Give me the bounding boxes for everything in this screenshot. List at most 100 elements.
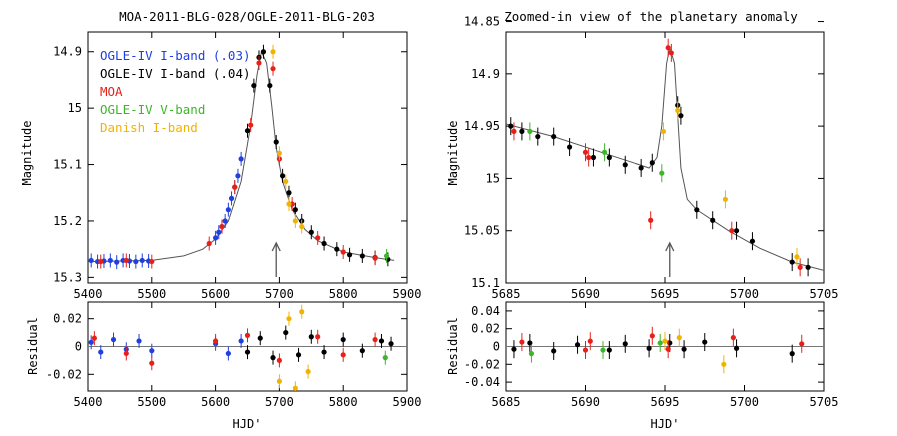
data-point <box>286 316 292 322</box>
data-point <box>279 173 286 179</box>
data-point <box>110 336 117 343</box>
data-point <box>276 357 282 364</box>
data-point <box>659 170 665 176</box>
data-point <box>382 355 388 361</box>
residual-left-xlabel: HJD' <box>233 417 262 431</box>
y-tick-label: 14.85 <box>464 15 500 29</box>
plot-frame <box>505 31 825 284</box>
data-point <box>295 352 302 358</box>
data-point <box>315 334 321 340</box>
data-point <box>340 249 346 255</box>
data-point <box>149 258 155 265</box>
data-point <box>649 333 655 339</box>
data-point <box>649 160 655 166</box>
legend: OGLE-IV I-band (.03) OGLE-IV I-band (.04)… <box>100 48 251 135</box>
x-tick-label: 5700 <box>730 395 759 409</box>
data-point <box>622 341 628 347</box>
data-point <box>98 258 104 265</box>
data-point <box>225 350 231 357</box>
data-point <box>676 335 682 341</box>
lightcurve-panel: MOA-2011-BLG-028/OGLE-2011-BLG-203 Magni… <box>20 9 421 301</box>
data-point <box>133 258 139 265</box>
residual-right-xlabel: HJD' <box>651 417 680 431</box>
data-point <box>213 235 219 241</box>
data-point <box>657 340 663 346</box>
y-tick-label: 15.1 <box>53 158 82 172</box>
data-point <box>286 190 292 196</box>
x-tick-label: 5600 <box>201 287 230 301</box>
data-point <box>675 107 681 114</box>
data-point <box>315 235 321 241</box>
data-point <box>805 264 811 270</box>
plot-area <box>88 304 407 391</box>
data-point <box>749 238 756 244</box>
data-point <box>665 45 671 51</box>
data-point <box>586 154 592 161</box>
zoom-ylabel: Magnitude <box>446 120 460 185</box>
residual-right-ylabel: Residual <box>446 317 460 375</box>
data-point <box>244 349 251 355</box>
data-point <box>678 113 684 119</box>
data-point <box>551 133 557 140</box>
data-point <box>660 128 667 134</box>
residual-panel-left: Residual HJD' 5400 5500 5600 5700 5800 5900 -0… <box>26 301 421 431</box>
x-tick-label: 5705 <box>810 395 839 409</box>
x-tick-label: 5705 <box>810 287 839 301</box>
data-point <box>149 348 155 354</box>
data-point <box>551 348 557 354</box>
data-point <box>600 347 606 353</box>
data-point <box>260 49 267 55</box>
data-point <box>334 246 340 252</box>
residual-panel-right: Residual HJD' 5685 5690 5695 5700 5705 -0.04 -… <box>446 301 839 431</box>
data-point <box>139 257 145 264</box>
data-point <box>527 128 533 134</box>
data-point <box>681 346 687 352</box>
data-point <box>606 154 612 161</box>
y-tick-label: -0.02 <box>46 367 82 381</box>
x-tick-label: 5695 <box>651 287 680 301</box>
legend-entry: OGLE-IV V-band <box>100 102 205 117</box>
data-point <box>622 162 628 168</box>
plot-frame <box>87 31 408 284</box>
y-tick-label: 14.9 <box>53 45 82 59</box>
data-point <box>702 339 708 345</box>
x-tick-label: 5685 <box>492 287 521 301</box>
anomaly-arrow-head <box>271 241 281 252</box>
data-point <box>668 50 674 56</box>
data-point <box>114 259 120 265</box>
data-point <box>383 253 390 259</box>
data-point <box>286 201 292 207</box>
data-point <box>710 217 716 223</box>
data-point <box>273 139 279 145</box>
data-point <box>98 349 104 355</box>
data-point <box>527 340 533 346</box>
model-curve <box>506 47 824 271</box>
data-point <box>244 128 251 134</box>
legend-entry: OGLE-IV I-band (.03) <box>100 48 251 63</box>
data-point <box>601 149 608 155</box>
legend-entry: MOA <box>100 84 123 99</box>
lightcurve-title: MOA-2011-BLG-028/OGLE-2011-BLG-203 <box>119 9 375 24</box>
x-tick-label: 5690 <box>571 287 600 301</box>
y-tick-label: 14.95 <box>464 119 500 133</box>
data-point <box>722 196 729 202</box>
y-tick-label: 0 <box>75 340 82 354</box>
data-point <box>582 149 589 155</box>
x-tick-label: 5700 <box>730 287 759 301</box>
data-point <box>799 341 805 347</box>
data-point <box>789 259 795 265</box>
data-point <box>359 253 365 259</box>
data-point <box>794 254 800 260</box>
data-point <box>646 345 652 351</box>
data-point <box>346 252 353 258</box>
data-point <box>238 156 244 162</box>
y-tick-label: 15 <box>486 171 500 185</box>
data-point <box>508 123 514 129</box>
data-point <box>235 173 241 179</box>
data-point <box>372 255 378 261</box>
data-point <box>340 352 346 358</box>
data-point <box>721 361 727 367</box>
x-tick-label: 5800 <box>329 287 358 301</box>
y-tick-label: 15.3 <box>53 270 82 284</box>
data-point <box>519 339 525 345</box>
